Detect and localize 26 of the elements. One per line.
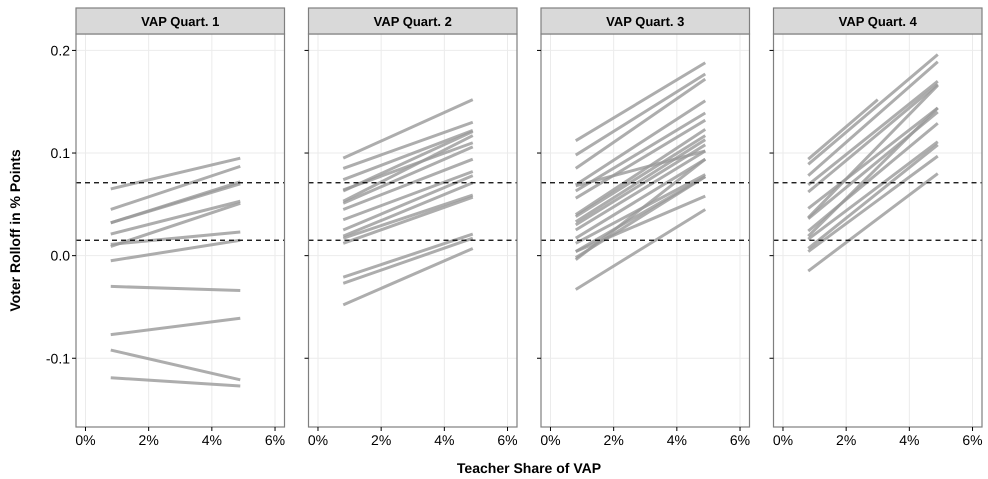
x-tick-label: 4%	[666, 432, 687, 448]
x-tick-label: 4%	[202, 432, 222, 448]
x-tick-label: 2%	[371, 432, 392, 448]
chart-title: VAP Quart. 1	[141, 14, 220, 29]
x-tick-label: 0%	[540, 432, 561, 448]
x-tick-label: 0%	[772, 432, 794, 448]
chart-title: VAP Quart. 4	[838, 14, 918, 29]
x-tick-label: 0%	[75, 432, 96, 448]
x-tick-label: 0%	[308, 432, 328, 448]
x-tick-label: 2%	[604, 432, 624, 448]
x-tick-label: 4%	[899, 432, 920, 448]
x-tick-label: 6%	[730, 432, 750, 448]
y-tick-label: 0.2	[50, 42, 70, 58]
x-tick-label: 6%	[264, 432, 286, 448]
y-axis-title: Voter Rolloff in % Points	[7, 149, 23, 312]
y-tick-label: -0.1	[46, 350, 70, 366]
x-tick-label: 6%	[962, 432, 983, 448]
y-tick-label: 0.1	[50, 145, 70, 162]
chart-title: VAP Quart. 3	[606, 14, 684, 29]
chart-title: VAP Quart. 2	[374, 14, 452, 29]
x-axis-title: Teacher Share of VAP	[456, 460, 602, 476]
x-tick-label: 6%	[497, 432, 518, 448]
x-tick-label: 2%	[138, 432, 159, 448]
x-tick-label: 2%	[836, 432, 856, 448]
x-tick-label: 4%	[434, 432, 454, 448]
y-tick-label: 0.0	[50, 248, 70, 264]
